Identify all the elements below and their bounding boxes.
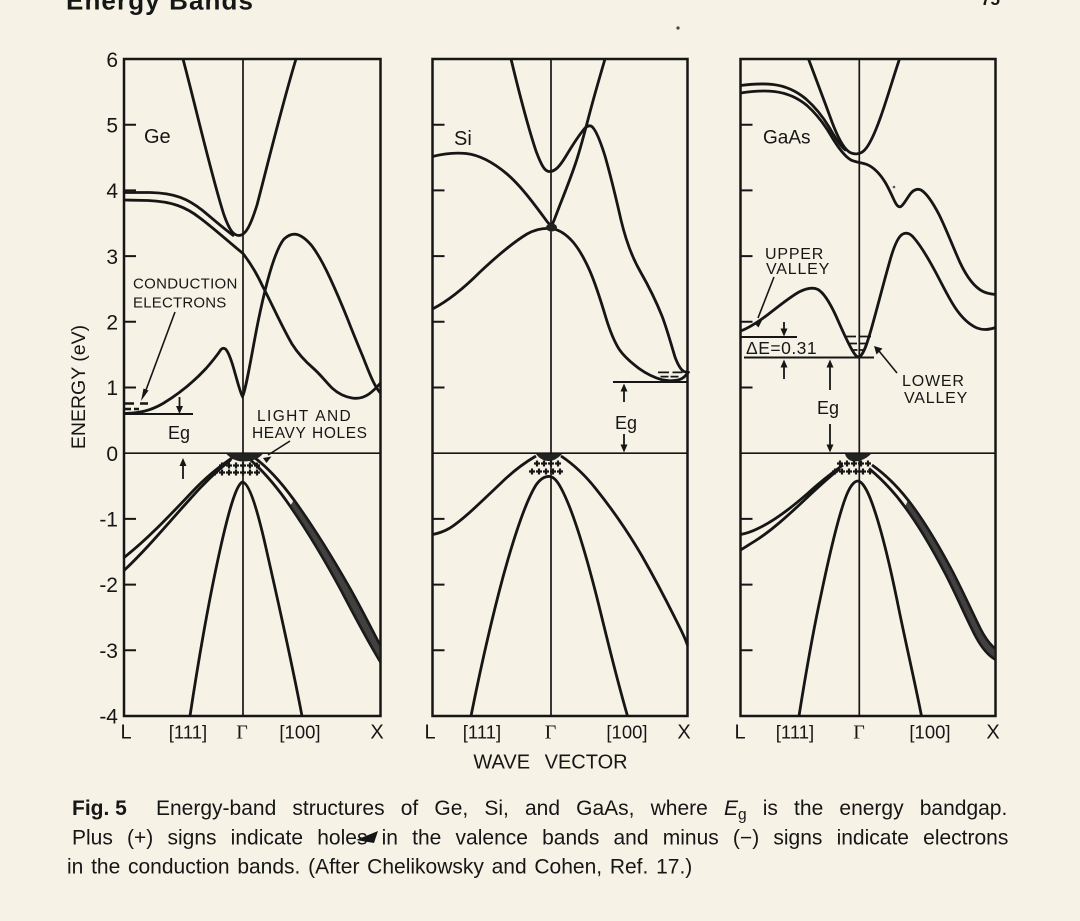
svg-text:Γ: Γ [853,722,865,744]
svg-text:75: 75 [981,0,1000,9]
svg-text:Eg: Eg [168,423,190,443]
svg-text:Eg: Eg [817,398,839,418]
svg-text:L: L [120,722,131,744]
svg-text:X: X [677,722,690,744]
svg-text:L: L [424,722,435,744]
svg-text:HEAVY HOLES: HEAVY HOLES [252,425,368,442]
svg-text:-3: -3 [99,640,118,663]
svg-text:[100]: [100] [279,722,320,743]
svg-text:3: 3 [106,246,118,269]
svg-text:[100]: [100] [606,722,647,743]
svg-text:VALLEY: VALLEY [904,390,968,407]
svg-text:Fig. 5: Fig. 5 [72,797,127,820]
svg-text:in the conduction bands. (Afte: in the conduction bands. (After Chelikow… [67,856,692,879]
svg-text:GaAs: GaAs [763,128,811,149]
svg-text:1: 1 [106,377,118,400]
svg-text:Γ: Γ [545,722,557,744]
svg-text:Energy-band structures of Ge,: Energy-band structures of Ge, Si, and Ga… [156,797,1007,824]
svg-text:-1: -1 [99,509,118,532]
svg-text:UPPER: UPPER [765,246,824,263]
svg-text:ΔE=0.31: ΔE=0.31 [746,338,817,358]
svg-text:Eg: Eg [615,413,637,433]
svg-text:LOWER: LOWER [902,373,965,390]
svg-text:-2: -2 [99,574,118,597]
svg-text:[100]: [100] [909,722,950,743]
svg-text:VALLEY: VALLEY [766,261,830,278]
svg-text:-4: -4 [99,706,118,729]
svg-text:0: 0 [106,443,118,466]
svg-text:X: X [986,722,999,744]
svg-text:4: 4 [106,180,118,203]
svg-text:Si: Si [454,128,472,150]
svg-text:Γ: Γ [236,722,248,744]
svg-text:[111]: [111] [776,722,814,743]
svg-text:Plus (+) signs indicate holes: Plus (+) signs indicate holes in the val… [72,827,1008,850]
svg-text:Energy Bands: Energy Bands [66,0,254,16]
svg-text:LIGHT AND: LIGHT AND [257,408,352,425]
svg-text:6: 6 [106,49,118,72]
svg-text:5: 5 [106,115,118,138]
svg-text:ELECTRONS: ELECTRONS [133,295,227,312]
svg-text:[111]: [111] [169,722,207,743]
svg-text:X: X [370,722,383,744]
svg-text:ENERGY (eV): ENERGY (eV) [68,325,90,449]
svg-text:Ge: Ge [144,126,171,148]
svg-text:[111]: [111] [463,722,501,743]
svg-text:L: L [734,722,745,744]
svg-text:2: 2 [106,312,118,335]
svg-text:WAVE VECTOR: WAVE VECTOR [473,752,627,774]
svg-text:CONDUCTION: CONDUCTION [133,276,238,293]
